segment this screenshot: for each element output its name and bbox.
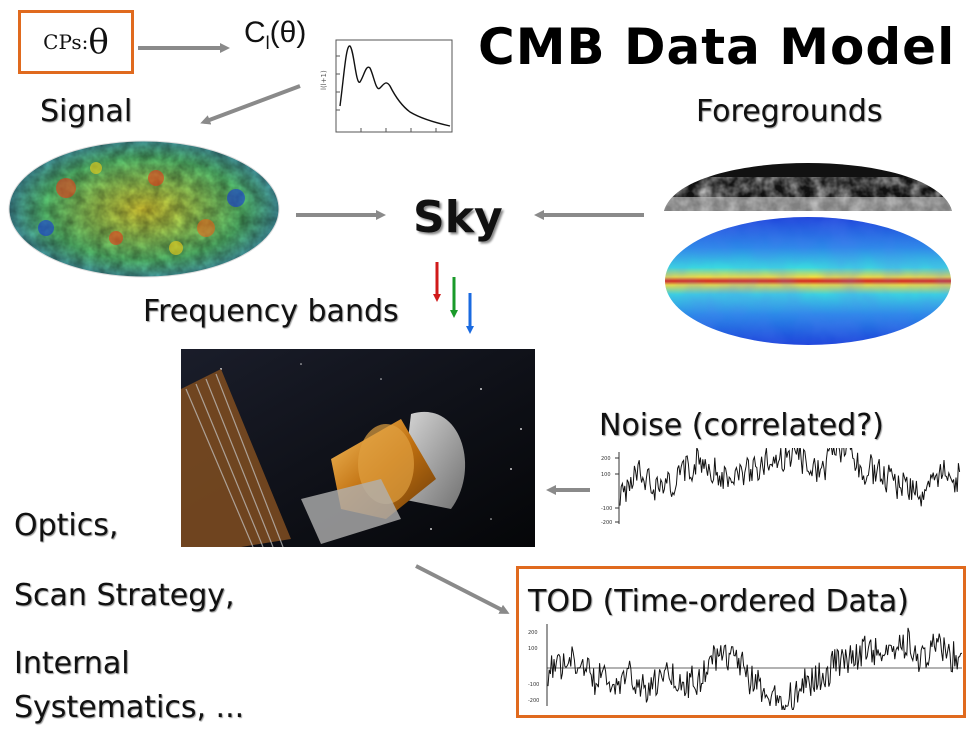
- tod-timestream: 200 100 -100 -200: [528, 624, 963, 710]
- svg-text:l(l+1): l(l+1): [320, 70, 328, 90]
- systematics-label: Systematics, ...: [14, 690, 245, 725]
- sky-label: Sky: [413, 192, 503, 243]
- page-title: CMB Data Model: [478, 18, 956, 76]
- tod-box: [516, 566, 966, 718]
- noise-line: [619, 448, 961, 507]
- cps-box: CPs: θ: [18, 10, 134, 74]
- svg-text:-100: -100: [601, 506, 612, 512]
- frequency-bands-label: Frequency bands: [143, 294, 399, 329]
- foregrounds-label: Foregrounds: [696, 94, 883, 129]
- spectrum-curve: [339, 45, 451, 127]
- arrow-satellite-to-tod: [415, 564, 510, 614]
- optics-label: Optics,: [14, 508, 119, 543]
- signal-label: Signal: [40, 94, 133, 129]
- svg-text:-100: -100: [528, 682, 539, 688]
- satellite-image: [181, 349, 535, 547]
- cl-sub: l: [265, 33, 270, 53]
- cl-base: C: [244, 16, 266, 49]
- foreground-dust-map: [664, 163, 952, 211]
- arrow-cl-to-signal: [200, 84, 301, 125]
- svg-text:-200: -200: [528, 698, 539, 704]
- svg-text:-200: -200: [601, 520, 612, 526]
- svg-text:200: 200: [528, 630, 538, 636]
- tod-line: [547, 627, 963, 710]
- power-spectrum-plot: l(l+1): [320, 39, 453, 133]
- internal-label: Internal: [14, 646, 130, 681]
- svg-text:100: 100: [601, 472, 611, 478]
- cmb-signal-map: [8, 140, 280, 278]
- foreground-galaxy-map: [665, 217, 951, 345]
- noise-label: Noise (correlated?): [599, 408, 884, 443]
- cl-arg: (θ): [269, 16, 307, 49]
- tod-label: TOD (Time-ordered Data): [528, 584, 909, 619]
- noise-timestream: 200 100 -100 -200: [601, 448, 961, 526]
- svg-text:100: 100: [528, 646, 538, 652]
- scan-strategy-label: Scan Strategy,: [14, 578, 235, 613]
- theta-symbol: θ: [88, 22, 109, 62]
- cl-label: Cl(θ): [244, 16, 306, 54]
- cps-prefix: CPs:: [43, 30, 89, 54]
- svg-text:200: 200: [601, 456, 611, 462]
